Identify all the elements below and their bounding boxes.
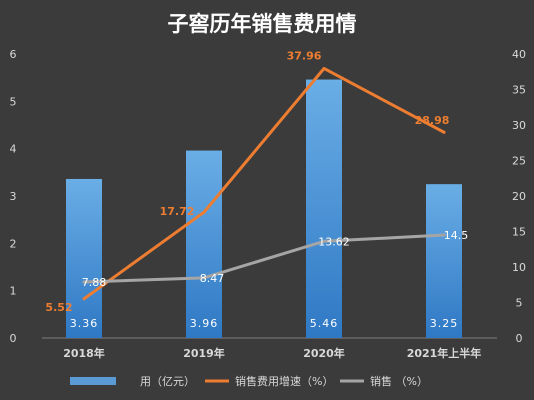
x-axis-tick-label: 2021年上半年 <box>407 346 482 360</box>
bar-data-label: 3.25 <box>430 317 459 330</box>
left-axis-tick-label: 1 <box>10 285 17 298</box>
legend-label: 用（亿元） <box>140 375 195 388</box>
line-point <box>442 233 446 237</box>
chart-title: 子窖历年销售费用情 <box>168 12 357 36</box>
line-data-label: 13.62 <box>318 235 350 248</box>
legend-swatch <box>70 377 116 385</box>
bar <box>66 178 102 338</box>
right-axis-tick-label: 0 <box>516 332 523 345</box>
line-point <box>322 239 326 243</box>
bar-data-label: 3.96 <box>190 317 219 330</box>
legend-label: 销售费用增速（%） <box>235 374 333 388</box>
bar-series <box>66 79 462 338</box>
line-data-label: 17.72 <box>160 205 195 218</box>
growth-rate-line <box>82 66 446 301</box>
line-point <box>202 210 206 214</box>
legend: 用（亿元） 销售费用增速（%） 销售 （%） <box>70 374 428 388</box>
right-axis-tick-label: 20 <box>512 190 526 203</box>
line-data-label: 28.98 <box>415 114 450 127</box>
right-axis-tick-label: 15 <box>512 226 526 239</box>
x-axis-tick-label: 2018年 <box>63 346 105 360</box>
left-axis-tick-label: 2 <box>10 237 17 250</box>
line-point <box>442 130 446 134</box>
bar-data-label: 5.46 <box>310 317 339 330</box>
left-axis-tick-label: 4 <box>10 143 17 156</box>
right-axis-tick-label: 10 <box>512 261 526 274</box>
line-point <box>322 66 326 70</box>
x-axis: 2018年 2019年 2020年 2021年上半年 <box>63 346 481 360</box>
line-data-labels: 5.52 17.72 37.96 28.98 7.88 8.47 13.62 14.5 <box>45 49 468 313</box>
right-axis: 0 5 10 15 20 25 30 35 40 <box>512 48 526 345</box>
bar-data-labels: 3.36 3.96 5.46 3.25 <box>70 317 459 330</box>
bar <box>306 79 342 338</box>
right-axis-tick-label: 25 <box>512 155 526 168</box>
x-axis-tick-label: 2019年 <box>183 346 225 360</box>
right-axis-tick-label: 5 <box>516 297 523 310</box>
right-axis-tick-label: 40 <box>512 48 526 61</box>
left-axis-tick-label: 5 <box>10 95 17 108</box>
line-data-label: 8.47 <box>200 272 225 285</box>
left-axis-tick-label: 3 <box>10 190 17 203</box>
legend-label: 销售 （%） <box>370 374 428 388</box>
line-series <box>82 66 446 301</box>
line-point <box>202 276 206 280</box>
ratio-line <box>82 233 446 284</box>
left-axis-tick-label: 0 <box>10 332 17 345</box>
line-data-label: 14.5 <box>444 229 469 242</box>
bar <box>426 184 462 338</box>
right-axis-tick-label: 35 <box>512 84 526 97</box>
line-point <box>82 280 86 284</box>
bar <box>186 150 222 338</box>
line-data-label: 37.96 <box>287 49 322 62</box>
line-data-label: 5.52 <box>45 301 72 314</box>
left-axis-tick-label: 6 <box>10 48 17 61</box>
left-axis: 0 1 2 3 4 5 6 <box>10 48 17 345</box>
line-point <box>82 297 86 301</box>
line-data-label: 7.88 <box>82 276 107 289</box>
right-axis-tick-label: 30 <box>512 119 526 132</box>
bar-data-label: 3.36 <box>70 317 99 330</box>
x-axis-tick-label: 2020年 <box>303 346 345 360</box>
